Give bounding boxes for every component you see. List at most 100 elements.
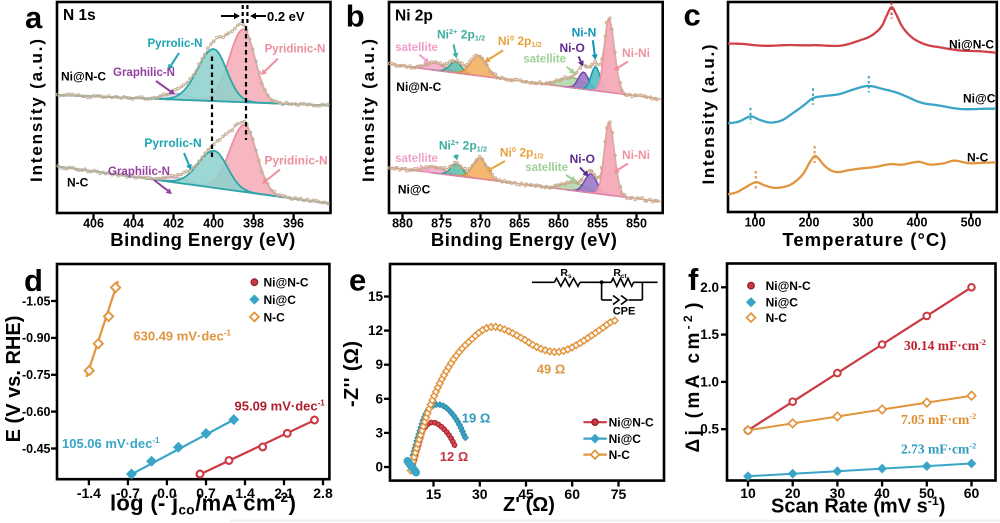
svg-text:60: 60 — [564, 486, 580, 502]
svg-text:Rs​: Rs​ — [560, 267, 572, 280]
svg-text:855: 855 — [587, 217, 608, 231]
svg-text:865: 865 — [509, 217, 530, 231]
svg-text:0.2 eV: 0.2 eV — [267, 9, 305, 24]
svg-text:N-C: N-C — [609, 448, 631, 462]
svg-text:60: 60 — [964, 485, 980, 501]
svg-text:Ni@N-C: Ni@N-C — [949, 38, 994, 52]
svg-text:Graphilic-N: Graphilic-N — [113, 67, 175, 79]
svg-text:Ni-O: Ni-O — [560, 41, 585, 55]
svg-text:Ni@N-C: Ni@N-C — [61, 70, 106, 84]
svg-text:N-C: N-C — [766, 311, 788, 325]
svg-text:15: 15 — [368, 289, 384, 304]
svg-text:Ni@N-C: Ni@N-C — [766, 279, 811, 293]
svg-text:satellite: satellite — [395, 42, 438, 54]
svg-text:3: 3 — [375, 425, 383, 440]
svg-text:Ni-O: Ni-O — [570, 152, 595, 166]
svg-text:860: 860 — [548, 217, 569, 231]
svg-text:Ni 2p: Ni 2p — [395, 8, 433, 25]
svg-text:7.05 mF·cm-2​: 7.05 mF·cm-2​ — [901, 412, 976, 427]
svg-text:Ni@C: Ni@C — [766, 296, 799, 310]
svg-text:0.5: 0.5 — [700, 422, 719, 437]
svg-text:Ni2+​ 2p1/2​: Ni2+​ 2p1/2​ — [439, 138, 487, 154]
svg-text:Ni-N: Ni-N — [572, 26, 597, 40]
svg-text:d: d — [24, 263, 43, 298]
svg-text:30.14 mF·cm-2​: 30.14 mF·cm-2​ — [904, 338, 986, 353]
svg-text:CPE: CPE — [613, 306, 636, 318]
svg-text:880: 880 — [392, 217, 413, 231]
svg-text:200: 200 — [799, 216, 820, 230]
svg-text:850: 850 — [626, 217, 647, 231]
svg-text:E (V vs. RHE): E (V vs. RHE) — [3, 316, 25, 443]
svg-text:0: 0 — [375, 460, 383, 475]
svg-text:1.0: 1.0 — [700, 374, 719, 389]
svg-text:45: 45 — [518, 486, 534, 502]
svg-text:Graphilic-N: Graphilic-N — [108, 166, 170, 178]
svg-text:Ni@N-C: Ni@N-C — [396, 80, 441, 94]
svg-text:400: 400 — [907, 216, 928, 230]
svg-text:75: 75 — [611, 486, 627, 502]
svg-text:1.5: 1.5 — [700, 327, 719, 342]
svg-text:Ni-Ni: Ni-Ni — [622, 46, 650, 60]
svg-text:Ni0​ 2p1/2​: Ni0​ 2p1/2​ — [498, 33, 542, 49]
svg-text:Ni@N-C: Ni@N-C — [609, 416, 654, 430]
svg-text:Pyridinic-N: Pyridinic-N — [265, 44, 326, 56]
svg-text:406: 406 — [83, 217, 104, 231]
svg-text:12 Ω: 12 Ω — [440, 449, 469, 464]
svg-text:500: 500 — [961, 216, 982, 230]
svg-text:10: 10 — [740, 485, 756, 501]
svg-text:-0.7: -0.7 — [116, 485, 140, 501]
svg-text:Scan Rate (mV s-1​): Scan Rate (mV s-1​) — [771, 494, 945, 518]
svg-text:Pyrrolic-N: Pyrrolic-N — [144, 136, 201, 150]
svg-text:satellite: satellite — [523, 54, 566, 66]
svg-text:N-C: N-C — [67, 176, 89, 190]
svg-text:15: 15 — [426, 486, 442, 502]
svg-text:2.73 mF·cm-2​: 2.73 mF·cm-2​ — [901, 441, 976, 456]
svg-text:630.49 mV·dec-1​: 630.49 mV·dec-1​ — [133, 329, 231, 344]
svg-text:0.0: 0.0 — [157, 485, 177, 501]
svg-text:Pyridinic-N: Pyridinic-N — [264, 154, 327, 168]
svg-text:Ni@C: Ni@C — [963, 92, 996, 106]
svg-text:2.0: 2.0 — [700, 280, 719, 295]
svg-text:-Z'' (Ω): -Z'' (Ω) — [341, 341, 363, 407]
svg-text:2.8: 2.8 — [313, 485, 333, 501]
svg-text:402: 402 — [163, 217, 184, 231]
svg-text:398: 398 — [243, 217, 264, 231]
svg-text:1.4: 1.4 — [235, 485, 255, 501]
svg-text:30: 30 — [830, 485, 846, 501]
svg-text:20: 20 — [785, 485, 801, 501]
svg-text:Ni@C: Ni@C — [609, 432, 642, 446]
svg-text:Ni2+​ 2p1/2​: Ni2+​ 2p1/2​ — [437, 27, 485, 43]
svg-text:a: a — [25, 0, 43, 35]
svg-text:Ni0​ 2p1/2​: Ni0​ 2p1/2​ — [500, 145, 544, 161]
svg-text:Ni-Ni: Ni-Ni — [622, 148, 650, 162]
svg-text:Binding Energy (eV): Binding Energy (eV) — [431, 229, 617, 250]
svg-text:870: 870 — [470, 217, 491, 231]
svg-text:40: 40 — [874, 485, 890, 501]
svg-text:-0.60: -0.60 — [22, 405, 51, 419]
svg-text:19 Ω: 19 Ω — [462, 411, 491, 426]
svg-text:Temperature (°C): Temperature (°C) — [782, 229, 946, 250]
svg-text:-1.4: -1.4 — [77, 485, 101, 501]
svg-text:f: f — [688, 262, 699, 297]
svg-text:396: 396 — [283, 217, 304, 231]
svg-text:Rct​: Rct​ — [613, 267, 627, 280]
svg-text:-0.45: -0.45 — [22, 442, 51, 456]
svg-text:Ni@C: Ni@C — [398, 183, 431, 197]
svg-text:Intensity (a.u.): Intensity (a.u.) — [359, 39, 378, 182]
svg-text:-0.90: -0.90 — [22, 331, 51, 345]
svg-text:9: 9 — [375, 357, 383, 372]
svg-text:e: e — [349, 263, 366, 298]
svg-text:c: c — [684, 0, 701, 33]
svg-text:105.06 mV·dec-1​: 105.06 mV·dec-1​ — [62, 436, 160, 451]
svg-text:6: 6 — [375, 391, 383, 406]
svg-text:N 1s: N 1s — [63, 7, 96, 24]
svg-text:50: 50 — [919, 485, 935, 501]
svg-text:N-C: N-C — [264, 310, 286, 324]
svg-text:log (- jco​/mA cm-2​): log (- jco​/mA cm-2​) — [110, 490, 296, 517]
svg-text:404: 404 — [123, 217, 144, 231]
svg-text:2.1: 2.1 — [274, 485, 294, 501]
svg-text:Ni@C: Ni@C — [264, 293, 297, 307]
svg-text:400: 400 — [203, 217, 224, 231]
svg-text:300: 300 — [853, 216, 874, 230]
svg-text:95.09 mV·dec-1​: 95.09 mV·dec-1​ — [235, 399, 326, 414]
